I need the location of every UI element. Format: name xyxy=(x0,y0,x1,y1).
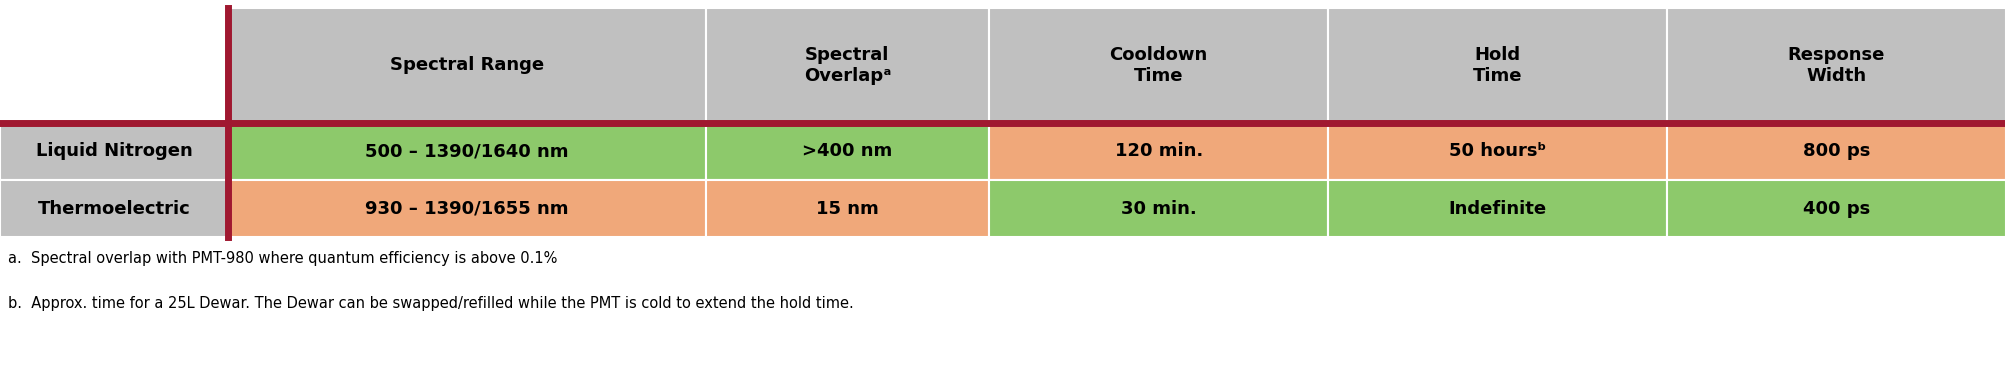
Bar xyxy=(1666,180,2005,237)
Text: 500 – 1390/1640 nm: 500 – 1390/1640 nm xyxy=(365,142,567,160)
Text: Response
Width: Response Width xyxy=(1786,46,1885,85)
Text: 30 min.: 30 min. xyxy=(1121,200,1195,217)
Text: Liquid Nitrogen: Liquid Nitrogen xyxy=(36,142,192,160)
Text: >400 nm: >400 nm xyxy=(802,142,892,160)
Text: Cooldown
Time: Cooldown Time xyxy=(1109,46,1207,85)
Text: 800 ps: 800 ps xyxy=(1802,142,1869,160)
Text: Hold
Time: Hold Time xyxy=(1472,46,1522,85)
Bar xyxy=(988,8,1327,123)
Bar xyxy=(706,123,988,180)
Text: a.  Spectral overlap with PMT-980 where quantum efficiency is above 0.1%: a. Spectral overlap with PMT-980 where q… xyxy=(8,251,557,266)
Text: b.  Approx. time for a 25L Dewar. The Dewar can be swapped/refilled while the PM: b. Approx. time for a 25L Dewar. The Dew… xyxy=(8,296,854,311)
Bar xyxy=(1327,180,1666,237)
Text: 50 hoursᵇ: 50 hoursᵇ xyxy=(1448,142,1546,160)
Bar xyxy=(0,123,229,180)
Bar xyxy=(1666,8,2005,123)
Bar xyxy=(1327,8,1666,123)
Text: 120 min.: 120 min. xyxy=(1115,142,1203,160)
Bar xyxy=(706,180,988,237)
Bar xyxy=(229,180,706,237)
Text: Spectral
Overlapᵃ: Spectral Overlapᵃ xyxy=(804,46,890,85)
Bar xyxy=(1666,123,2005,180)
Bar xyxy=(1327,123,1666,180)
Bar xyxy=(0,8,229,123)
Text: Spectral Range: Spectral Range xyxy=(389,56,543,75)
Bar xyxy=(988,123,1327,180)
Bar xyxy=(706,8,988,123)
Text: Thermoelectric: Thermoelectric xyxy=(38,200,190,217)
Bar xyxy=(229,8,706,123)
Text: 400 ps: 400 ps xyxy=(1802,200,1869,217)
Text: Indefinite: Indefinite xyxy=(1448,200,1546,217)
Bar xyxy=(229,123,706,180)
Text: 930 – 1390/1655 nm: 930 – 1390/1655 nm xyxy=(365,200,567,217)
Text: 15 nm: 15 nm xyxy=(816,200,878,217)
Bar xyxy=(988,180,1327,237)
Bar xyxy=(0,180,229,237)
